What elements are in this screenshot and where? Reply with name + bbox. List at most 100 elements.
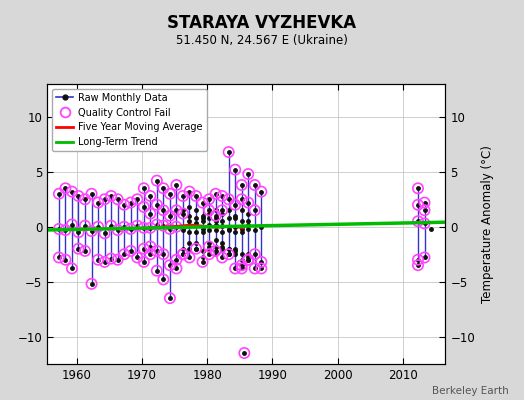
- Point: [159, 251, 168, 257]
- Point: [61, 227, 70, 233]
- Point: [172, 265, 181, 272]
- Point: [218, 193, 226, 199]
- Point: [107, 193, 115, 199]
- Point: [159, 207, 168, 214]
- Point: [211, 212, 220, 219]
- Point: [172, 207, 181, 214]
- Point: [54, 191, 63, 197]
- Point: [114, 256, 122, 263]
- Point: [152, 202, 161, 208]
- Point: [231, 202, 239, 208]
- Point: [250, 182, 259, 188]
- Point: [126, 248, 135, 254]
- Point: [146, 193, 155, 199]
- Point: [166, 295, 174, 301]
- Point: [146, 243, 155, 250]
- Point: [166, 262, 174, 268]
- Point: [244, 256, 253, 263]
- Point: [414, 262, 422, 268]
- Point: [81, 196, 89, 202]
- Point: [257, 259, 266, 265]
- Point: [120, 224, 128, 230]
- Point: [88, 228, 96, 234]
- Point: [199, 259, 207, 265]
- Point: [61, 256, 70, 263]
- Point: [218, 254, 226, 261]
- Point: [166, 212, 174, 219]
- Point: [107, 255, 115, 262]
- Point: [133, 196, 141, 202]
- Point: [244, 199, 253, 206]
- Point: [139, 185, 148, 192]
- Point: [81, 248, 89, 254]
- Point: [159, 222, 168, 229]
- Point: [68, 188, 76, 195]
- Point: [74, 229, 83, 236]
- Point: [159, 185, 168, 192]
- Point: [114, 227, 122, 233]
- Point: [120, 251, 128, 257]
- Point: [237, 265, 246, 272]
- Point: [61, 185, 70, 192]
- Point: [414, 185, 422, 192]
- Point: [224, 196, 233, 202]
- Point: [192, 193, 200, 199]
- Point: [68, 265, 76, 272]
- Point: [257, 188, 266, 195]
- Point: [172, 256, 181, 263]
- Point: [179, 251, 187, 257]
- Text: STARAYA VYZHEVKA: STARAYA VYZHEVKA: [168, 14, 356, 32]
- Point: [94, 256, 102, 263]
- Point: [224, 149, 233, 155]
- Point: [133, 222, 141, 229]
- Point: [205, 243, 213, 250]
- Point: [159, 276, 168, 283]
- Point: [420, 220, 429, 227]
- Text: 51.450 N, 24.567 E (Ukraine): 51.450 N, 24.567 E (Ukraine): [176, 34, 348, 47]
- Point: [199, 199, 207, 206]
- Text: Berkeley Earth: Berkeley Earth: [432, 386, 508, 396]
- Point: [211, 248, 220, 254]
- Point: [250, 265, 259, 272]
- Point: [81, 222, 89, 229]
- Point: [414, 218, 422, 224]
- Point: [257, 265, 266, 272]
- Point: [152, 248, 161, 254]
- Point: [139, 259, 148, 265]
- Point: [205, 207, 213, 214]
- Point: [74, 193, 83, 199]
- Point: [231, 166, 239, 173]
- Point: [179, 210, 187, 217]
- Point: [114, 196, 122, 202]
- Point: [166, 226, 174, 232]
- Point: [126, 199, 135, 206]
- Point: [94, 224, 102, 230]
- Point: [139, 225, 148, 231]
- Point: [88, 281, 96, 287]
- Point: [237, 262, 246, 268]
- Point: [185, 188, 194, 195]
- Point: [205, 251, 213, 257]
- Point: [68, 221, 76, 228]
- Point: [54, 226, 63, 232]
- Point: [211, 191, 220, 197]
- Point: [240, 350, 248, 356]
- Point: [237, 182, 246, 188]
- Point: [420, 207, 429, 214]
- Point: [94, 199, 102, 206]
- Point: [133, 254, 141, 261]
- Point: [126, 226, 135, 232]
- Point: [172, 182, 181, 188]
- Point: [152, 178, 161, 184]
- Point: [139, 204, 148, 210]
- Y-axis label: Temperature Anomaly (°C): Temperature Anomaly (°C): [481, 145, 494, 303]
- Point: [414, 202, 422, 208]
- Point: [101, 259, 109, 265]
- Point: [146, 251, 155, 257]
- Point: [231, 265, 239, 272]
- Point: [179, 251, 187, 257]
- Point: [179, 193, 187, 199]
- Point: [244, 256, 253, 263]
- Point: [74, 246, 83, 252]
- Point: [420, 199, 429, 206]
